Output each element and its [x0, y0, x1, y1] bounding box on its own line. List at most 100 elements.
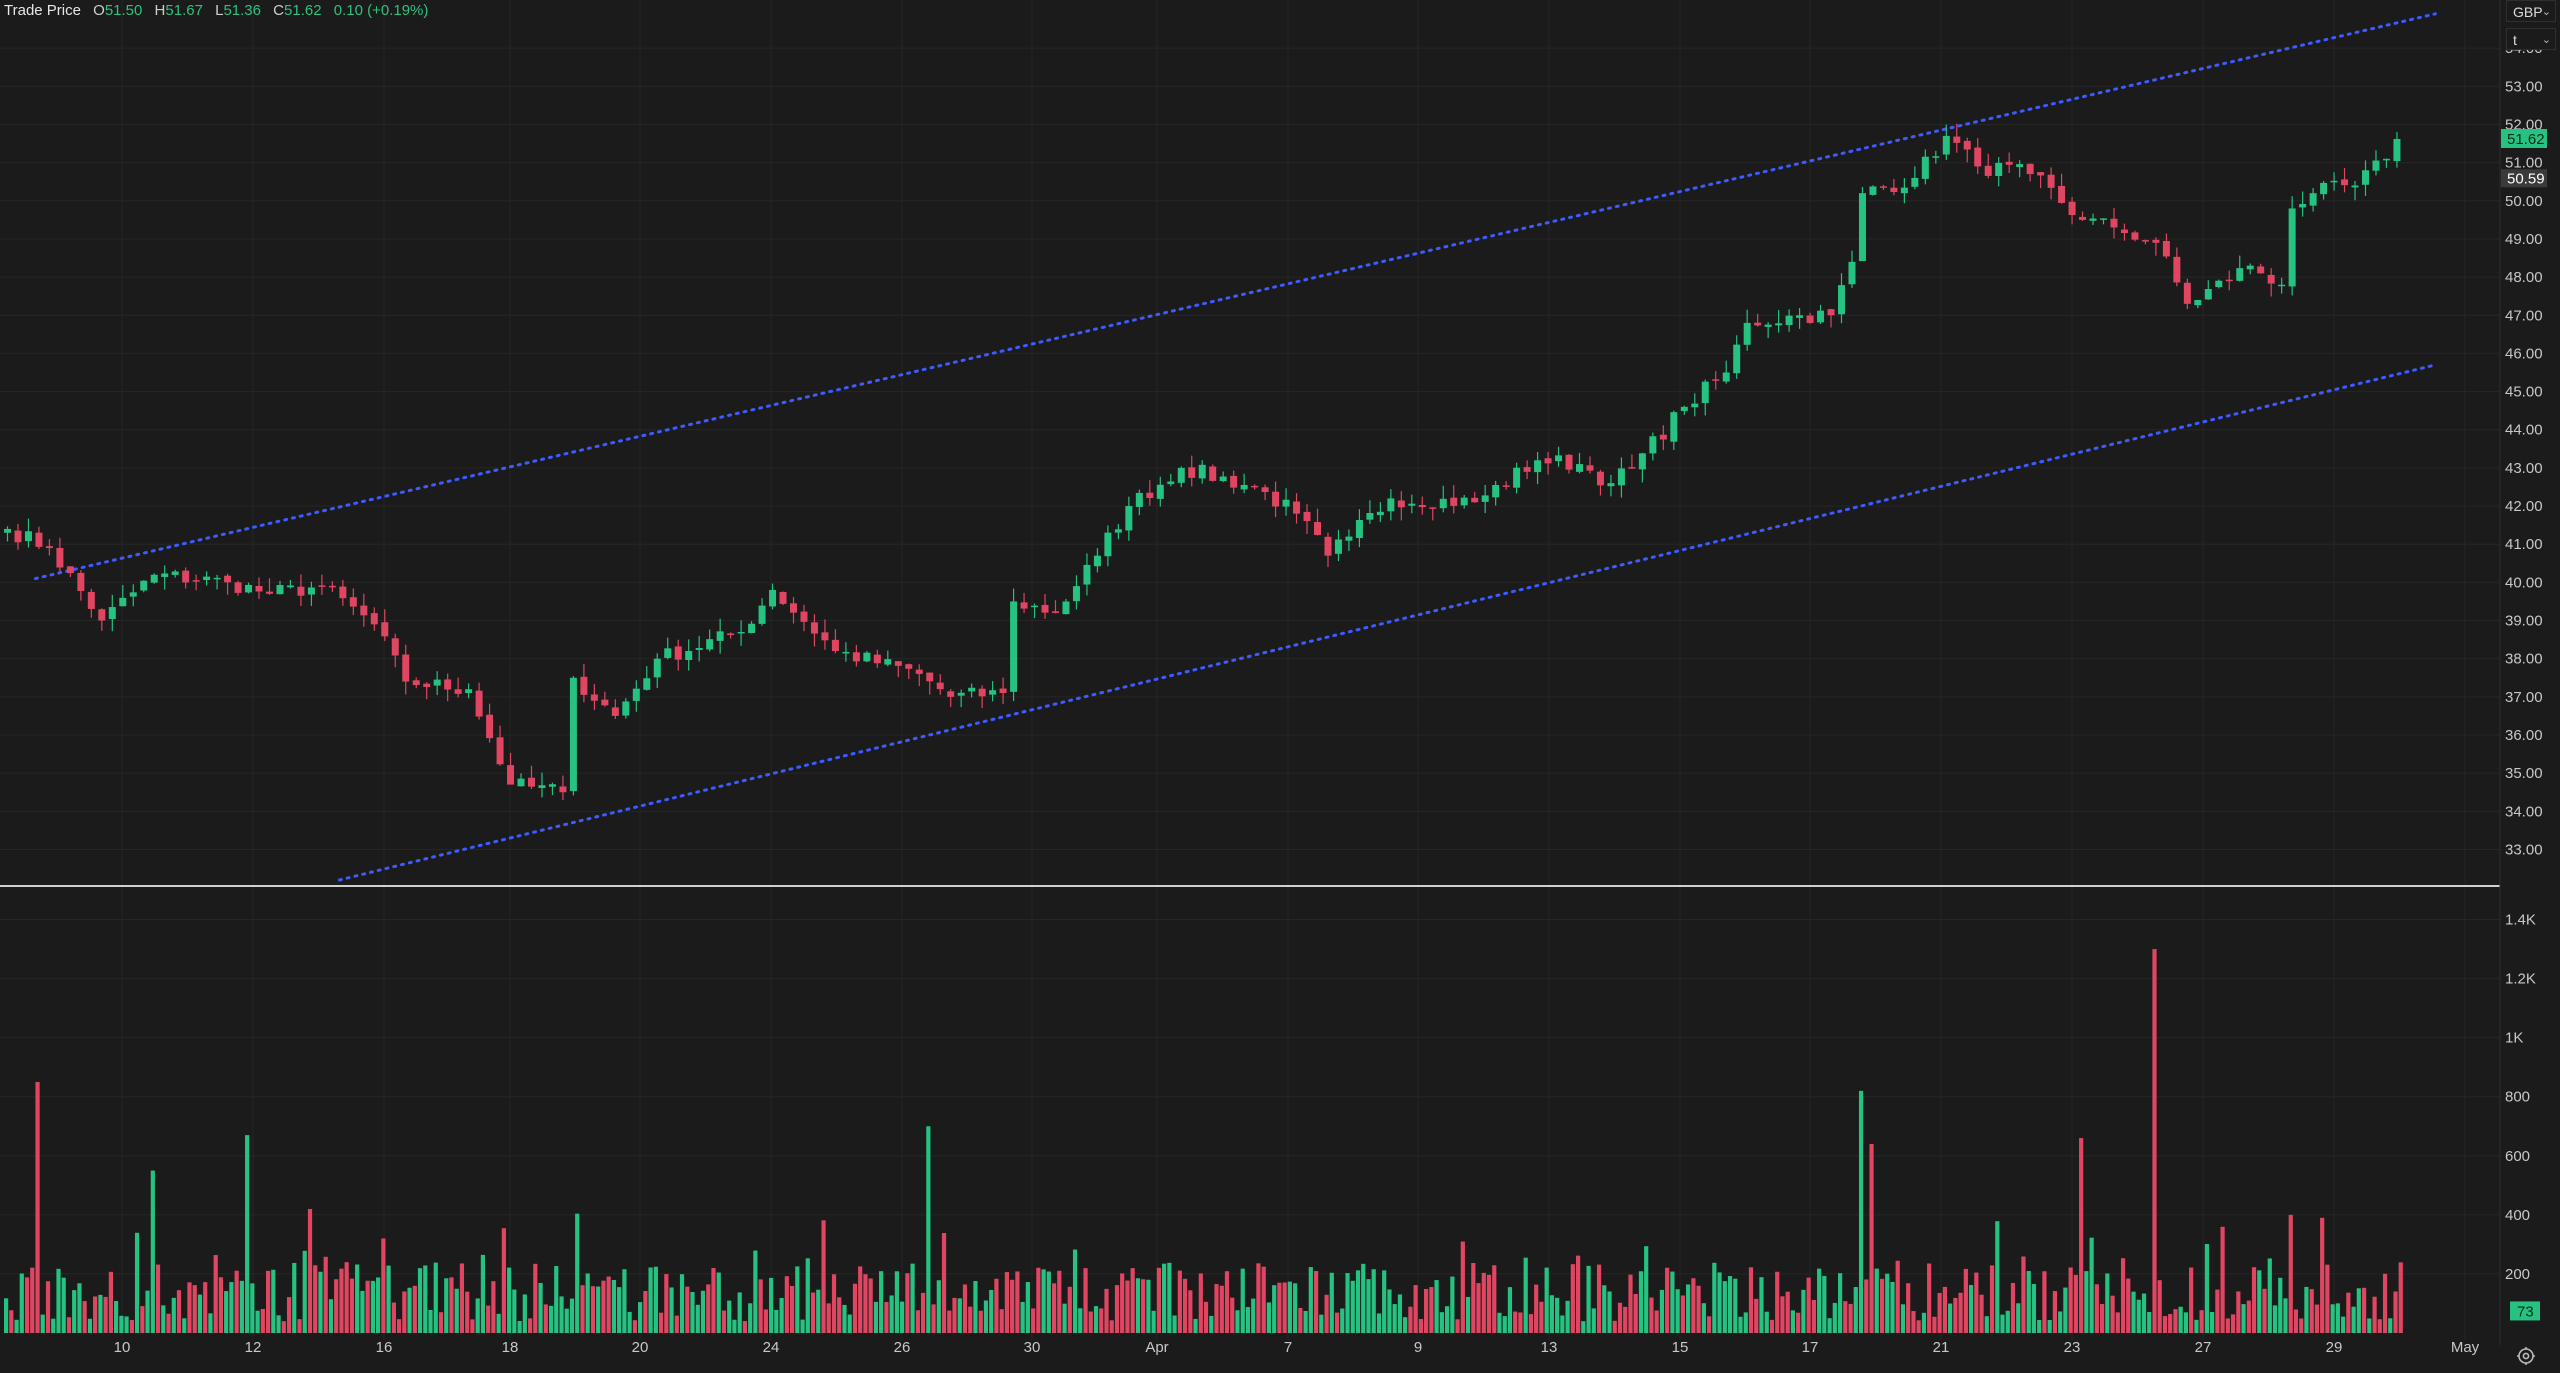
volume-bar: [622, 1269, 627, 1333]
volume-bar: [2230, 1314, 2236, 1333]
candle-body: [926, 672, 934, 682]
volume-bar: [669, 1287, 674, 1333]
settings-button[interactable]: [2514, 1344, 2538, 1368]
volume-bar: [1219, 1285, 1224, 1333]
candle-up: [1481, 484, 1489, 514]
trend-channel[interactable]: [33, 12, 2437, 882]
volume-bar: [114, 1301, 119, 1333]
candle-body: [1932, 156, 1940, 158]
time-tick-label: 23: [2064, 1339, 2081, 1356]
candle-up: [968, 683, 976, 698]
candle-body: [2267, 274, 2275, 284]
candle-down: [926, 672, 934, 695]
volume-bar: [2052, 1291, 2057, 1333]
volume-bar: [239, 1280, 244, 1333]
volume-bar: [1203, 1301, 1209, 1333]
candle-up: [1345, 529, 1353, 552]
volume-bar: [1581, 1321, 1586, 1333]
candle-body: [1879, 186, 1887, 188]
candle-body: [245, 584, 253, 593]
volume-bar: [1513, 1311, 1518, 1333]
volume-bar: [1518, 1312, 1523, 1333]
volume-bar: [2251, 1267, 2257, 1333]
volume-bar: [1492, 1265, 1497, 1333]
volume-bar: [879, 1271, 884, 1333]
volume-bar: [276, 1315, 281, 1333]
channel-lower-line[interactable]: [337, 363, 2437, 882]
volume-bar: [1539, 1301, 1544, 1333]
candle-body: [24, 531, 32, 542]
candle-body: [968, 687, 976, 692]
candle-body: [2047, 174, 2055, 188]
candle-body: [423, 683, 431, 687]
time-tick-label: Apr: [1145, 1339, 1168, 1356]
candle-up: [433, 671, 441, 696]
candle-body: [2225, 279, 2233, 282]
volume-axis[interactable]: 200 400 600 800 1K 1.2K 1.4K: [2505, 912, 2536, 1283]
volume-bar: [260, 1308, 265, 1333]
volume-bar: [1963, 1268, 1968, 1333]
volume-bar: [1602, 1285, 1607, 1333]
time-tick-label: 13: [1541, 1339, 1558, 1356]
candle-down: [328, 581, 336, 592]
volume-bar: [1141, 1279, 1146, 1333]
candle-body: [2120, 229, 2128, 234]
candle-body: [108, 607, 116, 620]
volume-bar: [192, 1285, 197, 1333]
volume-bar: [538, 1282, 543, 1333]
volume-bar: [763, 1309, 768, 1333]
volume-bar: [2215, 1289, 2220, 1333]
candle-body: [727, 633, 735, 636]
candle-up: [1911, 166, 1919, 190]
price-tick-label: 48.00: [2505, 269, 2543, 286]
volume-bar: [1995, 1221, 2000, 1333]
volume-bar: [528, 1318, 533, 1333]
volume-bar: [1817, 1268, 1822, 1333]
candle-body: [1188, 467, 1196, 478]
candle-body: [1565, 454, 1573, 470]
volume-bar: [1177, 1270, 1182, 1333]
volume-bar: [968, 1306, 973, 1333]
volume-bar: [2346, 1292, 2351, 1333]
legend-change-value: 0.10 (+0.19%): [333, 2, 429, 19]
candle-up: [2215, 279, 2223, 289]
volume-bar: [548, 1305, 554, 1333]
channel-upper-line[interactable]: [33, 12, 2437, 581]
volume-bar: [1869, 1143, 1874, 1333]
volume-bar: [2367, 1318, 2372, 1333]
volume-bar: [166, 1313, 171, 1333]
candle-body: [1534, 460, 1542, 473]
volume-bar: [1649, 1297, 1654, 1333]
candle-body: [716, 631, 724, 641]
candle-body: [779, 592, 787, 604]
volume-bar: [381, 1238, 386, 1333]
candle-body: [1345, 536, 1353, 541]
time-tick-label: 20: [632, 1339, 649, 1356]
volume-bar: [365, 1280, 370, 1333]
volume-bar: [1712, 1262, 1717, 1333]
time-axis[interactable]: 10 12 16 18 20 24 26 30 Apr 7 9 13 15 17 21 23 27 29 May: [114, 1339, 2480, 1356]
candle-body: [748, 623, 756, 633]
volume-bar: [2126, 1278, 2131, 1333]
candle-down: [1272, 481, 1280, 518]
volume-bar: [1748, 1267, 1754, 1333]
candle-body: [2194, 300, 2202, 306]
volume-bar: [931, 1304, 936, 1333]
volume-bar: [1570, 1264, 1575, 1333]
price-axis[interactable]: 33.00 34.00 35.00 36.00 37.00 38.00 39.00 40.00…: [2505, 40, 2543, 858]
candle-down: [2058, 173, 2066, 204]
candle-body: [590, 694, 598, 701]
currency-select[interactable]: GBP ⌄: [2506, 0, 2556, 22]
volume-bar: [737, 1292, 742, 1333]
volume-bar: [1565, 1300, 1570, 1333]
volume-bar: [1188, 1290, 1193, 1333]
volume-bar: [1523, 1257, 1528, 1333]
volume-bar: [868, 1278, 873, 1333]
candle-body: [1251, 485, 1259, 488]
candle-body: [1492, 485, 1500, 498]
candle-body: [1125, 506, 1133, 531]
candle-body: [496, 737, 504, 765]
scale-select[interactable]: t ⌄: [2506, 28, 2556, 50]
candle-down: [402, 644, 410, 695]
